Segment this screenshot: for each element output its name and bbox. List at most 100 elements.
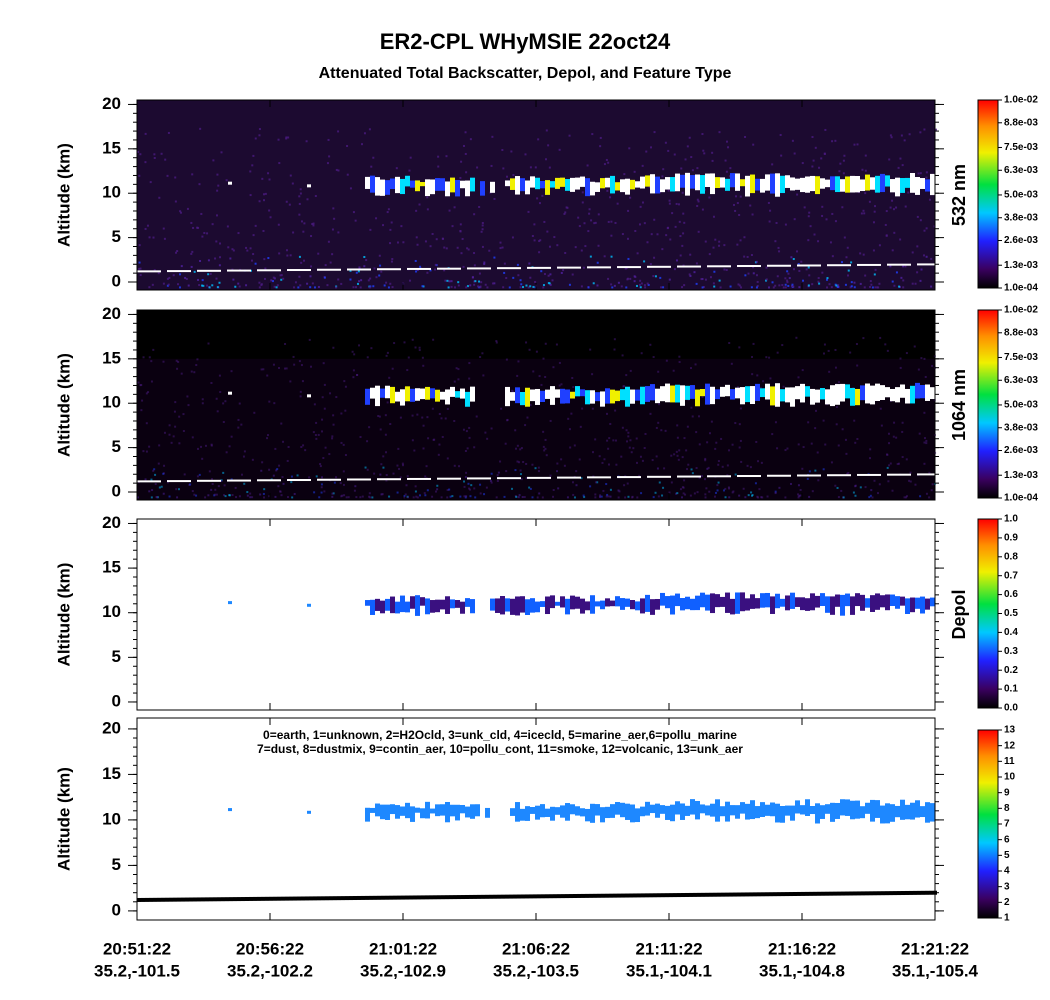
speckle — [549, 283, 552, 286]
surface — [821, 891, 825, 896]
surface — [707, 265, 731, 268]
speckle — [343, 494, 346, 497]
speckle — [739, 239, 742, 242]
cloud — [505, 180, 510, 187]
speckle — [797, 496, 800, 499]
speckle — [300, 220, 303, 223]
cloud — [845, 593, 850, 607]
speckle — [298, 275, 301, 278]
surface — [257, 896, 261, 901]
surface — [697, 892, 701, 897]
speckle — [151, 489, 154, 492]
cloud — [915, 382, 920, 399]
surface — [225, 897, 229, 902]
surface — [373, 895, 377, 900]
speckle — [573, 496, 576, 499]
speckle — [154, 473, 157, 476]
speckle — [268, 209, 271, 212]
speckle — [211, 284, 214, 287]
speckle — [201, 284, 204, 287]
speckle — [809, 225, 812, 228]
speckle — [293, 363, 296, 366]
speckle — [695, 282, 698, 285]
speckle — [596, 481, 599, 484]
speckle — [908, 479, 911, 482]
cloud — [900, 596, 905, 606]
speckle — [356, 373, 359, 376]
cloud — [500, 596, 505, 615]
speckle — [299, 192, 302, 195]
speckle — [544, 158, 547, 161]
cloud — [725, 801, 730, 822]
speckle — [534, 280, 537, 283]
speckle — [543, 449, 546, 452]
speckle — [469, 284, 472, 287]
speckle — [653, 256, 656, 259]
surface — [745, 892, 749, 897]
speckle — [484, 283, 487, 286]
speckle — [648, 186, 651, 189]
speckle — [514, 469, 517, 472]
speckle — [222, 494, 225, 497]
speckle — [358, 280, 361, 283]
colorbar-label: 8.8e-03 — [1004, 327, 1038, 338]
surface — [221, 897, 225, 902]
speckle — [606, 493, 609, 496]
speckle — [856, 437, 859, 440]
cloud — [830, 385, 835, 407]
speckle — [449, 495, 452, 498]
speckle — [496, 480, 499, 483]
speckle — [332, 492, 335, 495]
speckle — [798, 286, 801, 289]
speckle — [659, 191, 662, 194]
speckle — [707, 466, 710, 469]
speckle — [679, 254, 682, 257]
speckle — [708, 253, 711, 256]
cloud — [720, 386, 725, 397]
speckle — [923, 462, 926, 465]
speckle — [373, 472, 376, 475]
speckle — [440, 417, 443, 420]
speckle — [207, 273, 210, 276]
speckle — [843, 154, 846, 157]
speckle — [718, 131, 721, 134]
speckle — [583, 496, 586, 499]
cloud — [585, 390, 590, 405]
cloud — [635, 601, 640, 611]
speckle — [450, 280, 453, 283]
colorbar-label: 1 — [1004, 913, 1010, 924]
speckle — [264, 192, 267, 195]
speckle — [162, 492, 165, 495]
cloud — [775, 383, 780, 407]
cloud — [425, 179, 430, 197]
speckle — [607, 495, 610, 498]
speckle — [931, 483, 934, 486]
cloud — [910, 802, 915, 820]
speckle — [590, 219, 593, 222]
speckle — [163, 431, 166, 434]
surface — [417, 895, 421, 900]
surface — [469, 894, 473, 899]
cloud — [850, 800, 855, 820]
cloud — [810, 805, 815, 815]
speckle — [695, 431, 698, 434]
cloud — [410, 596, 415, 609]
speckle — [285, 367, 288, 370]
speckle — [484, 431, 487, 434]
speckle — [697, 200, 700, 203]
cloud — [390, 804, 395, 815]
speckle — [411, 439, 414, 442]
speckle — [464, 131, 467, 134]
speckle — [752, 342, 755, 345]
speckle — [681, 191, 684, 194]
speckle — [468, 487, 471, 490]
speckle — [853, 419, 856, 422]
speckle — [290, 481, 293, 484]
cloud — [860, 594, 865, 611]
cloud — [825, 804, 830, 814]
cloud — [705, 173, 710, 188]
speckle — [876, 286, 879, 289]
speckle — [706, 441, 709, 444]
speckle — [646, 241, 649, 244]
speckle — [599, 136, 602, 139]
